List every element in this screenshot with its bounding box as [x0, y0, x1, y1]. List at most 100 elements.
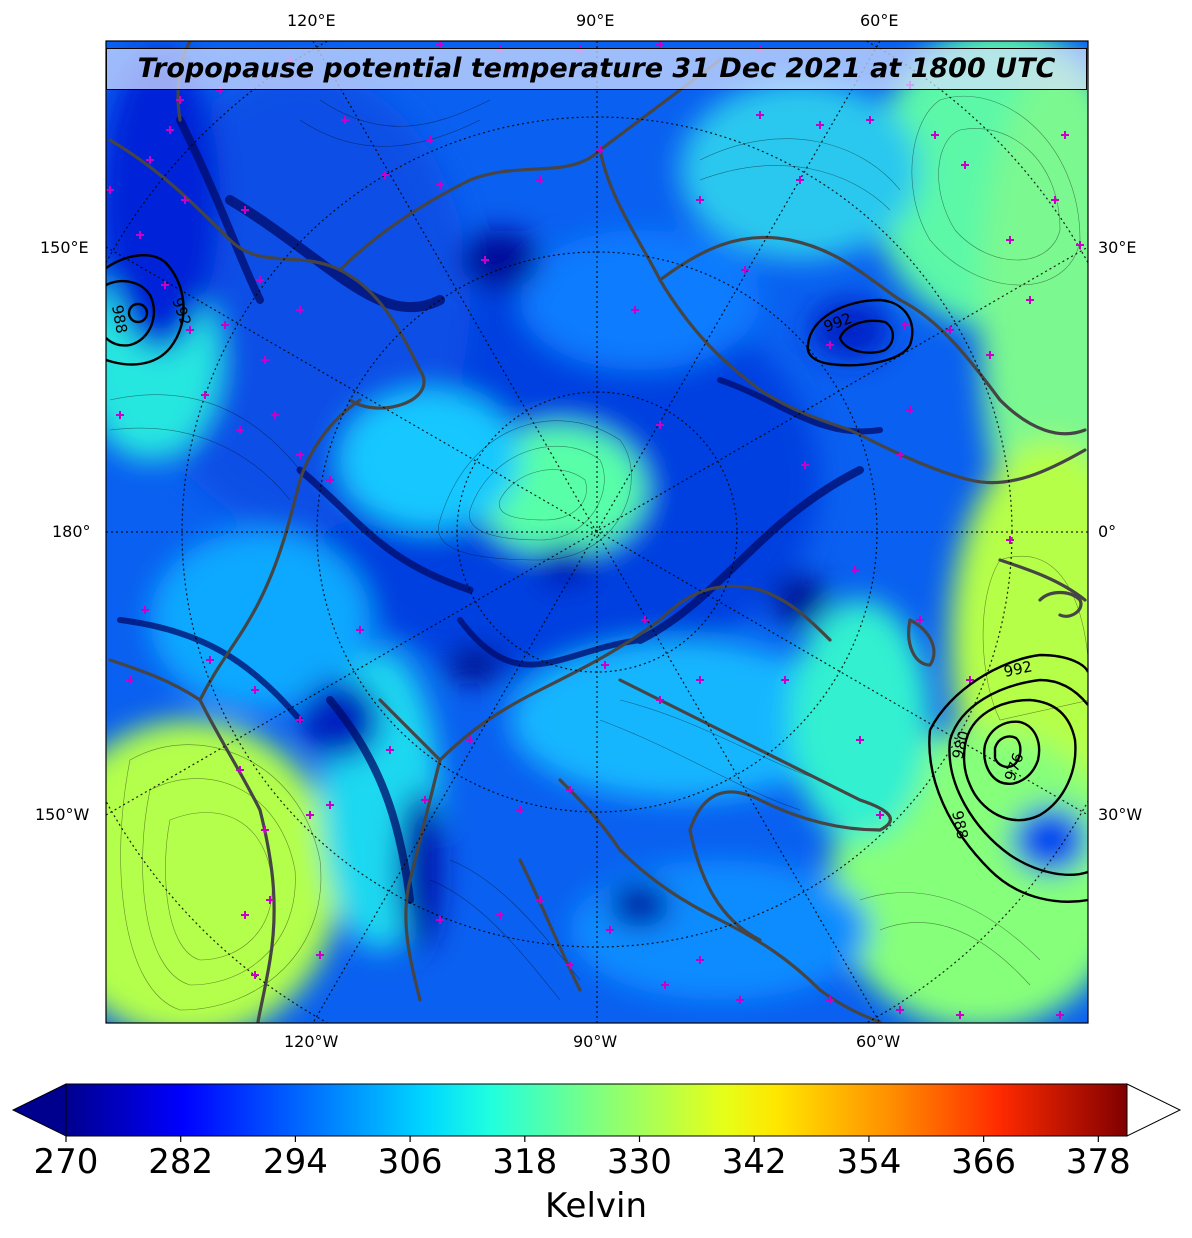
station-marker [696, 196, 704, 204]
station-marker [236, 426, 244, 434]
station-marker [986, 351, 994, 359]
lon-label-left-3: 150°W [35, 805, 90, 824]
contour-label: 988 [948, 809, 972, 841]
colorbar-label: Kelvin [544, 1186, 648, 1226]
colorbar [11, 1083, 1182, 1142]
dark-filaments [117, 116, 883, 904]
station-marker [826, 341, 834, 349]
station-marker [436, 916, 444, 924]
station-marker [116, 411, 124, 419]
station-marker [741, 266, 749, 274]
station-marker [221, 321, 229, 329]
station-marker [856, 736, 864, 744]
station-marker [181, 196, 189, 204]
station-marker [341, 116, 349, 124]
station-marker [801, 461, 809, 469]
station-marker [326, 476, 334, 484]
station-marker [931, 131, 939, 139]
station-marker [466, 736, 474, 744]
station-marker [436, 41, 444, 49]
colorbar-extend-low [11, 1083, 67, 1137]
station-marker [106, 186, 114, 194]
station-marker [1061, 131, 1069, 139]
colorbar-tick-label: 282 [148, 1142, 214, 1182]
station-marker [566, 786, 574, 794]
station-marker [261, 826, 269, 834]
station-marker [426, 136, 434, 144]
station-marker [796, 176, 804, 184]
station-marker [596, 146, 604, 154]
station-marker [1006, 236, 1014, 244]
station-marker [316, 951, 324, 959]
lon-label-left-2: 180° [52, 522, 91, 541]
station-marker [201, 391, 209, 399]
station-marker [421, 796, 429, 804]
lon-label-right-1: 30°E [1098, 238, 1137, 257]
station-marker [656, 41, 664, 49]
station-marker [516, 806, 524, 814]
colorbar-tick-label: 318 [492, 1142, 558, 1182]
colorbar-tick-label: 270 [33, 1142, 99, 1182]
colorbar-tick-label: 330 [607, 1142, 672, 1182]
pressure-contour [993, 735, 1022, 769]
station-marker [241, 206, 249, 214]
pressure-contour [806, 298, 914, 367]
station-marker [386, 746, 394, 754]
station-marker [566, 961, 574, 969]
pressure-contour [838, 319, 895, 354]
title-box [106, 48, 1087, 90]
station-marker [956, 1011, 964, 1019]
pressure-contour [106, 254, 185, 366]
station-marker [736, 996, 744, 1004]
station-marker [266, 896, 274, 904]
colorbar-tick-label: 342 [721, 1142, 787, 1182]
pressure-contours [106, 254, 1088, 903]
station-marker [236, 766, 244, 774]
station-marker [251, 686, 259, 694]
station-marker [781, 676, 789, 684]
station-marker [481, 256, 489, 264]
lon-label-bottom-2: 90°W [573, 1032, 618, 1051]
station-marker [256, 276, 264, 284]
station-marker [1026, 296, 1034, 304]
pressure-contour [983, 720, 1041, 785]
lon-label-top-1: 120°E [287, 11, 336, 30]
station-marker [896, 1006, 904, 1014]
station-marker [1076, 241, 1084, 249]
station-marker [661, 981, 669, 989]
station-marker [141, 606, 149, 614]
station-marker [696, 676, 704, 684]
lon-label-left-1: 150°E [40, 238, 89, 257]
station-marker [756, 111, 764, 119]
pressure-contour [948, 678, 1088, 741]
station-marker [536, 896, 544, 904]
lon-label-top-3: 60°E [860, 11, 899, 30]
lon-label-right-3: 30°W [1098, 805, 1143, 824]
contour-labels: 992 988 992 992 980 976 988 [108, 295, 1034, 841]
station-marker [1056, 1011, 1064, 1019]
coastlines [108, 41, 1087, 1023]
station-marker [241, 911, 249, 919]
colorbar-tick-label: 366 [951, 1142, 1017, 1182]
station-marker [271, 411, 279, 419]
colorbar-tick-label: 378 [1065, 1142, 1131, 1182]
station-marker [631, 306, 639, 314]
station-marker [326, 801, 334, 809]
lon-label-bottom-1: 120°W [284, 1032, 339, 1051]
station-marker [206, 656, 214, 664]
station-marker [656, 696, 664, 704]
colorbar-frame [65, 1083, 1128, 1137]
station-marker [606, 926, 614, 934]
station-marker [496, 911, 504, 919]
station-marker [381, 171, 389, 179]
station-marker [251, 971, 259, 979]
map-title: Tropopause potential temperature 31 Dec … [137, 53, 1056, 84]
station-marker [161, 281, 169, 289]
pressure-contour [948, 739, 1088, 876]
station-markers [106, 41, 1084, 1019]
pressure-contour [127, 302, 149, 324]
station-marker [536, 176, 544, 184]
